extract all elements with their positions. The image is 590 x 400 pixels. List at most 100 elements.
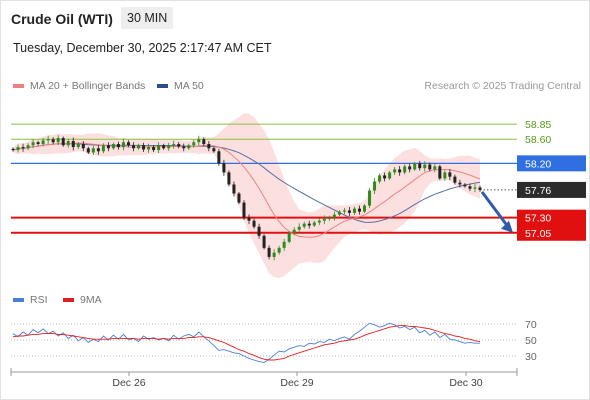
candle-body [383,175,387,179]
legend-ma50: MA 50 [157,80,204,92]
candle-body [227,172,231,185]
candle-body [428,164,432,170]
x-tick-label-2: Dec 30 [449,377,482,389]
candle-body [187,145,191,149]
candle-body [86,148,90,153]
candle-body [378,175,382,182]
candle-body [152,147,156,151]
rsi-tick-70: 70 [525,319,537,331]
candle-body [142,145,146,150]
candle-body [252,220,256,227]
level-label-57.05: 57.05 [525,228,551,240]
candle-body [177,144,181,147]
level-label-57.30: 57.30 [525,213,551,225]
candle-body [167,145,171,149]
candle-body [388,172,392,179]
candle-body [182,146,186,149]
candle-body [317,220,321,223]
candle-body [36,142,40,145]
last-price-badge [517,181,586,198]
candle-body [282,241,286,248]
candle-body [137,145,141,149]
legend-swatch-ma20 [13,84,24,88]
candle-body [337,211,341,215]
candle-body [106,145,110,149]
candle-body [207,144,211,149]
candles-group [11,135,482,261]
candle-body [111,144,115,149]
candle-body [197,139,201,143]
candle-body [468,186,472,189]
candle-body [267,247,271,257]
legend-swatch-rsi [13,298,24,302]
legend-ma20-bollinger: MA 20 + Bollinger Bands [13,80,145,92]
candle-body [277,247,281,253]
candle-body [61,138,65,146]
candle-body [398,169,402,173]
candle-body [357,208,361,212]
rsi-tick-50: 50 [525,335,537,347]
ma50-line [12,143,481,223]
candle-body [162,145,166,149]
candle-body [26,145,30,149]
forecast-arrow-shaft [480,191,510,228]
legend-rsi: RSI [13,294,48,306]
candle-body [66,141,70,146]
candle-body [21,147,25,149]
candle-body [302,223,306,227]
x-tick-label-1: Dec 29 [280,377,313,389]
candle-body [473,187,477,189]
candle-body [418,163,422,169]
candle-body [132,145,136,149]
research-credit: Research © 2025 Trading Central [424,80,581,92]
candle-body [101,145,105,152]
legend-swatch-ma50 [157,84,168,88]
candle-body [433,166,437,170]
candle-body [222,163,226,173]
candle-body [91,148,95,153]
candle-body [393,169,397,173]
candle-body [307,223,311,226]
candle-body [287,232,291,242]
candle-body [362,205,367,212]
candle-body [423,164,427,169]
candle-body [403,166,407,173]
level-badge-57.05 [517,224,586,241]
candle-body [247,217,251,221]
candle-body [51,139,55,143]
chart-datetime: Tuesday, December 30, 2025 2:17:47 AM CE… [13,41,272,55]
candle-body [322,218,326,221]
legend-label-ma50: MA 50 [174,80,204,92]
candle-body [121,142,125,148]
candle-body [16,147,20,151]
candle-body [237,193,241,203]
candle-body [408,166,412,170]
candle-body [438,166,442,179]
candle-body [312,222,316,226]
rsi-line [12,322,480,363]
x-tick-label-0: Dec 26 [112,377,145,389]
ma20-line [12,142,481,238]
legend-label-ma20: MA 20 + Bollinger Bands [30,80,146,92]
candle-body [212,148,216,152]
last-price-label: 57.76 [525,185,551,197]
candle-body [96,148,100,152]
candle-body [56,138,60,143]
legend-label-9ma: 9MA [80,294,102,306]
timeframe-badge[interactable]: 30 MIN [121,7,174,29]
candle-body [453,176,457,183]
candle-body [81,144,85,149]
legend-label-rsi: RSI [30,294,48,306]
candle-body [192,142,196,146]
candle-body [292,229,296,233]
level-badge-58.20 [517,155,586,172]
level-label-58.85: 58.85 [525,119,551,131]
candle-body [342,210,346,212]
candle-body [202,139,206,145]
candle-body [272,252,276,257]
candle-body [373,181,377,191]
candle-body [41,140,45,145]
legend-swatch-9ma [63,298,74,302]
candle-body [262,235,266,248]
